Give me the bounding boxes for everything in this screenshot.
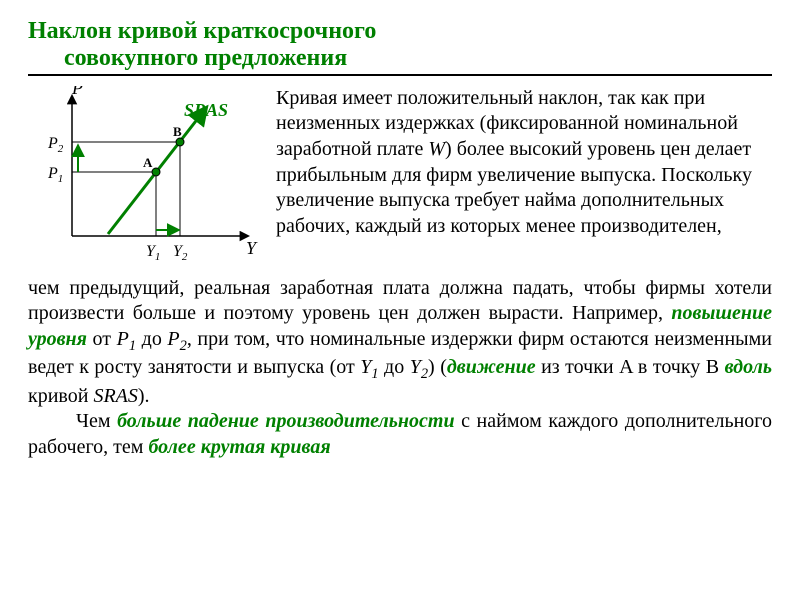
b1a: чем предыдущий, реальная заработная плат… bbox=[28, 277, 772, 325]
title-line-2: совокупного предложения bbox=[28, 45, 772, 72]
em-along: вдоль bbox=[725, 356, 772, 378]
sras-label: SRAS bbox=[184, 100, 228, 120]
p1-tick: P1 bbox=[47, 165, 63, 185]
b1f: ) ( bbox=[428, 356, 447, 378]
point-a bbox=[152, 168, 160, 176]
y2-tick: Y2 bbox=[173, 243, 188, 263]
b1b: от bbox=[87, 328, 117, 350]
point-a-label: A bbox=[143, 155, 153, 170]
body-paragraph-1: чем предыдущий, реальная заработная плат… bbox=[28, 276, 772, 410]
slide-title-wrap: Наклон кривой краткосрочного совокупного… bbox=[28, 18, 772, 76]
sras-chart: P Y SRAS P2 P1 Y1 Y2 A B bbox=[28, 86, 268, 276]
y-axis-label: P bbox=[71, 86, 83, 98]
y1-tick: Y1 bbox=[146, 243, 160, 263]
y2-sym: Y2 bbox=[410, 356, 428, 378]
p2-tick: P2 bbox=[47, 135, 64, 155]
point-b-label: B bbox=[173, 124, 182, 139]
p2-sym: P2 bbox=[167, 328, 186, 350]
p1-sym: P1 bbox=[117, 328, 136, 350]
b1c: до bbox=[136, 328, 167, 350]
em-movement: движение bbox=[447, 356, 536, 378]
top-row: P Y SRAS P2 P1 Y1 Y2 A B Кривая имеет по… bbox=[28, 86, 772, 276]
body-paragraph-2: Чем больше падение производительности с … bbox=[28, 409, 772, 460]
b1e: до bbox=[379, 356, 410, 378]
w-symbol: W bbox=[428, 138, 445, 160]
sras-name: SRAS bbox=[93, 385, 137, 407]
point-b bbox=[176, 138, 184, 146]
b2a: Чем bbox=[76, 410, 117, 432]
b1h: кривой bbox=[28, 385, 93, 407]
em-prod-fall: больше падение производительности bbox=[117, 410, 455, 432]
right-paragraph: Кривая имеет положительный наклон, так к… bbox=[276, 86, 772, 276]
y1-sym: Y1 bbox=[360, 356, 378, 378]
em-steeper: более крутая кривая bbox=[148, 436, 330, 458]
title-line-1: Наклон кривой краткосрочного bbox=[28, 18, 772, 45]
b1g: из точки A в точку B bbox=[536, 356, 725, 378]
x-axis-label: Y bbox=[246, 238, 258, 258]
b1i: ). bbox=[138, 385, 150, 407]
